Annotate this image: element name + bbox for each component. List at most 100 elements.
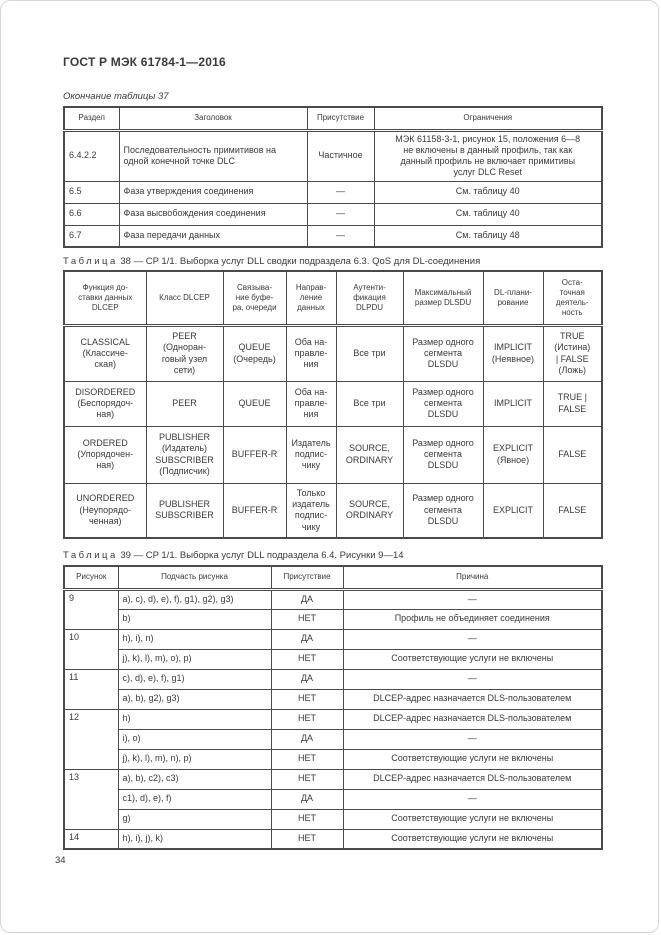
column-header-data-direction: Направ- ление данных [285, 270, 337, 327]
column-header-dlcep-class: Класс DLCEP [145, 270, 224, 327]
cell-subpart: i), o) [117, 728, 272, 750]
cell-reason: — [342, 728, 603, 750]
table38-caption-text: 38 — CP 1/1. Выборка услуг DLL сводки по… [120, 256, 481, 267]
table-row: ORDERED (Упорядочен- ная) PUBLISHER (Изд… [63, 425, 603, 484]
table-38: Функция до- ставки данных DLCEP Класс DL… [63, 270, 603, 539]
page-number: 34 [55, 855, 66, 866]
table-row: DISORDERED (Беспорядоч- ная) PEER QUEUE … [63, 380, 603, 427]
table-header-row: Раздел Заголовок Присутствие Ограничения [63, 106, 603, 132]
table-39: Рисунок Подчасть рисунка Присутствие При… [63, 565, 603, 850]
table-row: c1), d), e), f) ДА — [64, 788, 603, 810]
cell-restrictions: См. таблицу 40 [373, 180, 603, 204]
page-title: ГОСТ Р МЭК 61784-1—2016 [63, 55, 226, 69]
cell-presence: НЕТ [270, 708, 344, 730]
table-row: UNORDERED (Неупорядо- ченная) PUBLISHER … [63, 482, 603, 539]
table-row: j), k), l), m), o), p) НЕТ Соответствующ… [64, 648, 603, 670]
cell-figure: 11 [63, 668, 119, 710]
column-header-section: Раздел [63, 106, 120, 132]
cell-subpart: c), d), e), f), g1) [117, 668, 272, 690]
table-row: 9 a), c), d), e), f), g1), g2), g3) ДА — [63, 588, 603, 630]
column-header-buffer-binding: Связыва- ние буфе- ра, очереди [222, 270, 287, 327]
cell-presence: ДА [270, 668, 344, 690]
cell-figure: 10 [63, 628, 119, 670]
cell-reason: — [342, 668, 603, 690]
cell-title: Фаза высвобождения соединения [118, 202, 308, 226]
cell-dl-scheduling: EXPLICIT [482, 482, 544, 539]
cell-subpart: h), i), j), k) [117, 828, 272, 850]
cell-delivery-function: DISORDERED (Беспорядоч- ная) [63, 380, 147, 427]
cell-presence: ДА [270, 588, 344, 610]
column-header-dl-scheduling: DL-плани- рование [482, 270, 544, 327]
cell-buffer-binding: BUFFER-R [222, 425, 287, 484]
cell-presence: ДА [270, 628, 344, 650]
cell-presence: ДА [270, 728, 344, 750]
cell-residual-activity: FALSE [542, 425, 603, 484]
column-header-residual-activity: Оста- точная деятель- ность [542, 270, 603, 327]
cell-data-direction: Оба на- правле- ния [285, 324, 337, 382]
cell-restrictions: См. таблицу 48 [373, 224, 603, 248]
table-row: 6.6 Фаза высвобождения соединения — См. … [63, 202, 603, 226]
cell-presence: НЕТ [270, 648, 344, 670]
column-header-title: Заголовок [118, 106, 308, 132]
table-row: CLASSICAL (Классиче- ская) PEER (Одноран… [63, 324, 603, 382]
cell-presence: — [306, 180, 375, 204]
cell-buffer-binding: QUEUE (Очередь) [222, 324, 287, 382]
table-row: i), o) ДА — [64, 728, 603, 750]
cell-delivery-function: CLASSICAL (Классиче- ская) [63, 324, 147, 382]
cell-reason: DLCEP-адрес назначается DLS-пользователе… [342, 688, 603, 710]
table-row: 11 c), d), e), f), g1) ДА — [63, 668, 603, 710]
cell-figure: 9 [63, 588, 119, 630]
column-header-presence: Присутствие [270, 565, 344, 591]
column-header-figure: Рисунок [63, 565, 119, 591]
cell-delivery-function: UNORDERED (Неупорядо- ченная) [63, 482, 147, 539]
cell-section: 6.7 [63, 224, 120, 248]
cell-delivery-function: ORDERED (Упорядочен- ная) [63, 425, 147, 484]
cell-dlcep-class: PUBLISHER (Издатель) SUBSCRIBER (Подписч… [145, 425, 224, 484]
cell-subpart: c1), d), e), f) [117, 788, 272, 810]
cell-data-direction: Только издатель подпис- чику [285, 482, 337, 539]
cell-subpart: a), b), g2), g3) [117, 688, 272, 710]
table-row: g) НЕТ Соответствующие услуги не включен… [64, 808, 603, 830]
cell-dlpdu-auth: SOURCE, ORDINARY [335, 482, 404, 539]
cell-buffer-binding: BUFFER-R [222, 482, 287, 539]
cell-presence: НЕТ [270, 808, 344, 830]
table39-caption-text: 39 — CP 1/1. Выборка услуг DLL подраздел… [120, 550, 404, 561]
cell-presence: НЕТ [270, 828, 344, 850]
cell-subpart: b) [117, 608, 272, 630]
cell-reason: Профиль не объединяет соединения [342, 608, 603, 630]
cell-figure: 14 [63, 828, 119, 850]
cell-data-direction: Издатель подпис- чику [285, 425, 337, 484]
cell-presence: НЕТ [270, 768, 344, 790]
cell-reason: — [342, 628, 603, 650]
cell-section: 6.4.2.2 [63, 129, 120, 182]
cell-reason: Соответствующие услуги не включены [342, 828, 603, 850]
table39-caption: Таблица 39 — CP 1/1. Выборка услуг DLL п… [63, 550, 658, 561]
cell-restrictions: МЭК 61158-3-1, рисунок 15, положения 6—8… [373, 129, 603, 182]
table-row: j), k), l), m), n), p) НЕТ Соответствующ… [64, 748, 603, 770]
cell-subpart: a), c), d), e), f), g1), g2), g3) [117, 588, 272, 610]
cell-title: Последовательность примитивов на одной к… [118, 129, 308, 182]
table-row: 10 h), i), n) ДА — [63, 628, 603, 670]
cell-subpart: g) [117, 808, 272, 830]
cell-residual-activity: FALSE [542, 482, 603, 539]
column-header-reason: Причина [342, 565, 603, 591]
cell-presence: — [306, 202, 375, 226]
cell-section: 6.6 [63, 202, 120, 226]
table38-caption-word: Таблица [63, 256, 118, 267]
cell-subpart: j), k), l), m), o), p) [117, 648, 272, 670]
cell-subpart: j), k), l), m), n), p) [117, 748, 272, 770]
table-row: a), b), g2), g3) НЕТ DLCEP-адрес назнача… [64, 688, 603, 710]
cell-reason: DLCEP-адрес назначается DLS-пользователе… [342, 768, 603, 790]
cell-dlpdu-auth: SOURCE, ORDINARY [335, 425, 404, 484]
table37-continuation-caption: Окончание таблицы 37 [63, 91, 169, 102]
cell-reason: DLCEP-адрес назначается DLS-пользователе… [342, 708, 603, 730]
cell-subpart: a), b), c2), c3) [117, 768, 272, 790]
column-header-subpart: Подчасть рисунка [117, 565, 272, 591]
table-row: 6.7 Фаза передачи данных — См. таблицу 4… [63, 224, 603, 248]
cell-presence: НЕТ [270, 688, 344, 710]
table-header-row: Рисунок Подчасть рисунка Присутствие При… [63, 565, 603, 591]
cell-data-direction: Оба на- правле- ния [285, 380, 337, 427]
table-row: 13 a), b), c2), c3) НЕТ DLCEP-адрес назн… [63, 768, 603, 830]
cell-dlcep-class: PEER [145, 380, 224, 427]
